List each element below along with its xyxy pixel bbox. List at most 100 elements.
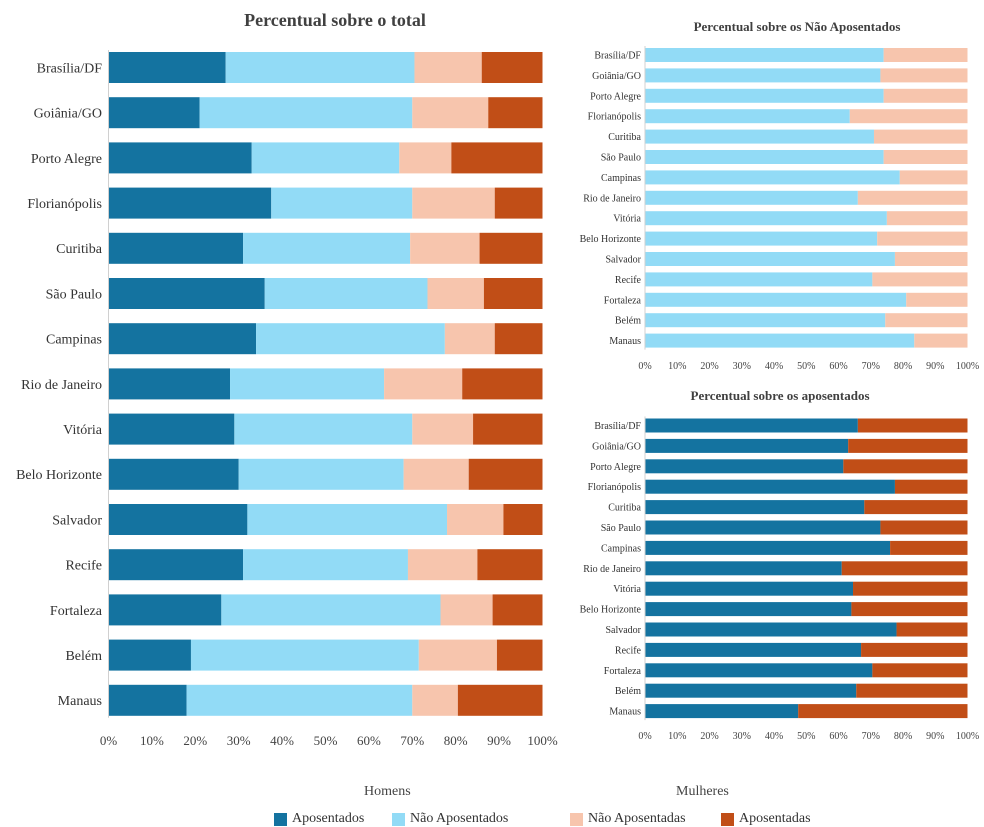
bar-total-vitoria-aposentados [108,413,235,445]
bar-total-florianopolis-nao-aposentados [271,187,413,219]
legend-swatch-aposentados [274,812,287,826]
bar-total-recife-aposentados [108,549,244,581]
bar-nao-aposentados-vitoria-nao-aposentados [645,211,887,226]
bar-total-porto-alegre-nao-aposentados [251,142,400,174]
bar-total-curitiba-aposentadas [479,232,543,264]
x-tick-nao-aposentados-3: 30% [733,361,751,372]
bar-total-goiania-go-aposentados [108,97,200,129]
bar-total-rio-de-janeiro-nao-aposentadas [384,368,463,400]
x-tick-aposentados-3: 30% [733,731,751,742]
chart-title-total: Percentual sobre o total [244,10,426,30]
category-label-total-vitoria: Vitória [63,423,103,438]
legend-label-nao-aposentados: Não Aposentados [410,811,509,826]
bar-total-campinas-nao-aposentados [256,323,445,355]
legend-group-homens: Homens [364,784,411,799]
category-label-aposentados-belem: Belém [615,686,641,697]
bar-total-vitoria-nao-aposentados [234,413,413,445]
legend-group-mulheres: Mulheres [676,784,729,799]
bar-aposentados-fortaleza-aposentados [645,663,873,678]
x-tick-nao-aposentados-6: 60% [829,361,847,372]
category-label-nao-aposentados-vitoria: Vitória [613,214,641,225]
x-tick-total-9: 90% [487,733,511,748]
bar-total-sao-paulo-nao-aposentados [264,278,428,309]
legend-item-aposentados: Aposentados [274,811,364,827]
bar-total-salvador-aposentadas [503,504,543,535]
bar-total-goiania-go-nao-aposentadas [412,97,489,129]
x-tick-nao-aposentados-8: 80% [894,361,912,372]
bar-aposentados-brasilia-df-aposentados [645,418,858,433]
charts-svg: Percentual sobre o total Brasília/DF Goiân… [16,10,979,748]
bar-total-brasilia-df-aposentados [108,52,226,83]
bar-aposentados-vitoria-aposentados [645,581,854,596]
x-tick-aposentados-4: 40% [765,731,783,742]
x-tick-aposentados-0: 0% [638,731,651,742]
category-label-aposentados-fortaleza: Fortaleza [604,666,642,677]
bar-nao-aposentados-belo-horizonte-nao-aposentados [645,231,878,246]
legend-label-nao-aposentadas: Não Aposentadas [588,811,686,826]
bar-aposentados-florianopolis-aposentadas [894,479,968,494]
x-tick-aposentados-8: 80% [894,731,912,742]
category-label-total-manaus: Manaus [58,694,102,709]
bar-total-rio-de-janeiro-aposentados [108,368,231,400]
bar-aposentados-goiania-go-aposentadas [848,438,968,453]
bar-aposentados-manaus-aposentados [645,704,799,719]
bar-total-manaus-nao-aposentadas [412,684,458,716]
category-label-aposentados-curitiba: Curitiba [608,503,641,514]
x-tick-total-2: 20% [183,733,207,748]
x-tick-aposentados-5: 50% [797,731,815,742]
category-label-aposentados-sao-paulo: São Paulo [601,523,641,534]
bar-nao-aposentados-campinas-nao-aposentadas [899,170,968,185]
legend-item-nao-aposentadas: Não Aposentadas [570,811,686,827]
bar-aposentados-sao-paulo-aposentadas [880,520,968,535]
bar-total-belo-horizonte-aposentados [108,458,239,490]
bar-total-belem-nao-aposentadas [418,639,497,671]
category-label-total-belem: Belém [65,649,102,664]
bar-total-salvador-nao-aposentadas [447,504,504,535]
bar-nao-aposentados-vitoria-nao-aposentadas [886,211,968,226]
bar-total-rio-de-janeiro-aposentadas [462,368,543,400]
bar-aposentados-goiania-go-aposentados [645,438,849,453]
x-tick-total-3: 30% [227,733,251,748]
bar-total-belo-horizonte-nao-aposentados [238,458,404,490]
bar-aposentados-curitiba-aposentadas [864,500,968,515]
category-label-nao-aposentados-belem: Belém [615,316,641,327]
category-label-aposentados-brasilia-df: Brasília/DF [594,421,641,432]
bar-nao-aposentados-sao-paulo-nao-aposentadas [883,150,968,164]
bar-total-sao-paulo-nao-aposentadas [427,278,484,309]
category-label-aposentados-vitoria: Vitória [613,584,641,595]
category-label-total-fortaleza: Fortaleza [50,604,103,619]
x-tick-total-10: 100% [527,733,558,748]
bar-total-florianopolis-aposentados [108,187,272,219]
bar-nao-aposentados-porto-alegre-nao-aposentados [645,88,884,103]
bar-total-fortaleza-nao-aposentadas [440,594,493,626]
category-label-total-porto-alegre: Porto Alegre [31,152,102,167]
x-tick-aposentados-7: 70% [862,731,880,742]
x-tick-nao-aposentados-2: 20% [700,361,718,372]
category-label-aposentados-goiania-go: Goiânia/GO [592,441,641,452]
bar-total-vitoria-aposentadas [473,413,543,445]
bar-nao-aposentados-curitiba-nao-aposentadas [873,129,968,144]
bar-aposentados-porto-alegre-aposentados [645,459,844,474]
bar-nao-aposentados-florianopolis-nao-aposentadas [849,109,968,124]
bar-total-vitoria-nao-aposentadas [412,413,474,445]
bar-total-porto-alegre-aposentados [108,142,252,174]
bar-nao-aposentados-rio-de-janeiro-nao-aposentadas [857,190,968,205]
bar-total-campinas-nao-aposentadas [444,323,495,355]
bar-aposentados-recife-aposentados [645,642,862,657]
x-tick-nao-aposentados-7: 70% [862,361,880,372]
bar-total-recife-nao-aposentadas [407,549,478,581]
bar-total-salvador-nao-aposentados [247,504,448,535]
bar-aposentados-belo-horizonte-aposentadas [851,602,968,617]
bar-total-florianopolis-aposentadas [494,187,543,219]
x-tick-total-8: 80% [444,733,468,748]
x-tick-aposentados-2: 20% [700,731,718,742]
bar-total-fortaleza-nao-aposentados [221,594,441,626]
bar-nao-aposentados-goiania-go-nao-aposentadas [880,68,968,83]
bar-total-brasilia-df-aposentadas [481,52,543,83]
category-label-aposentados-belo-horizonte: Belo Horizonte [580,605,642,616]
bar-total-fortaleza-aposentados [108,594,222,626]
category-label-total-belo-horizonte: Belo Horizonte [16,468,102,483]
bar-total-sao-paulo-aposentadas [483,278,543,309]
category-label-nao-aposentados-rio-de-janeiro: Rio de Janeiro [583,193,641,204]
legend-swatch-nao-aposentadas [570,812,583,826]
